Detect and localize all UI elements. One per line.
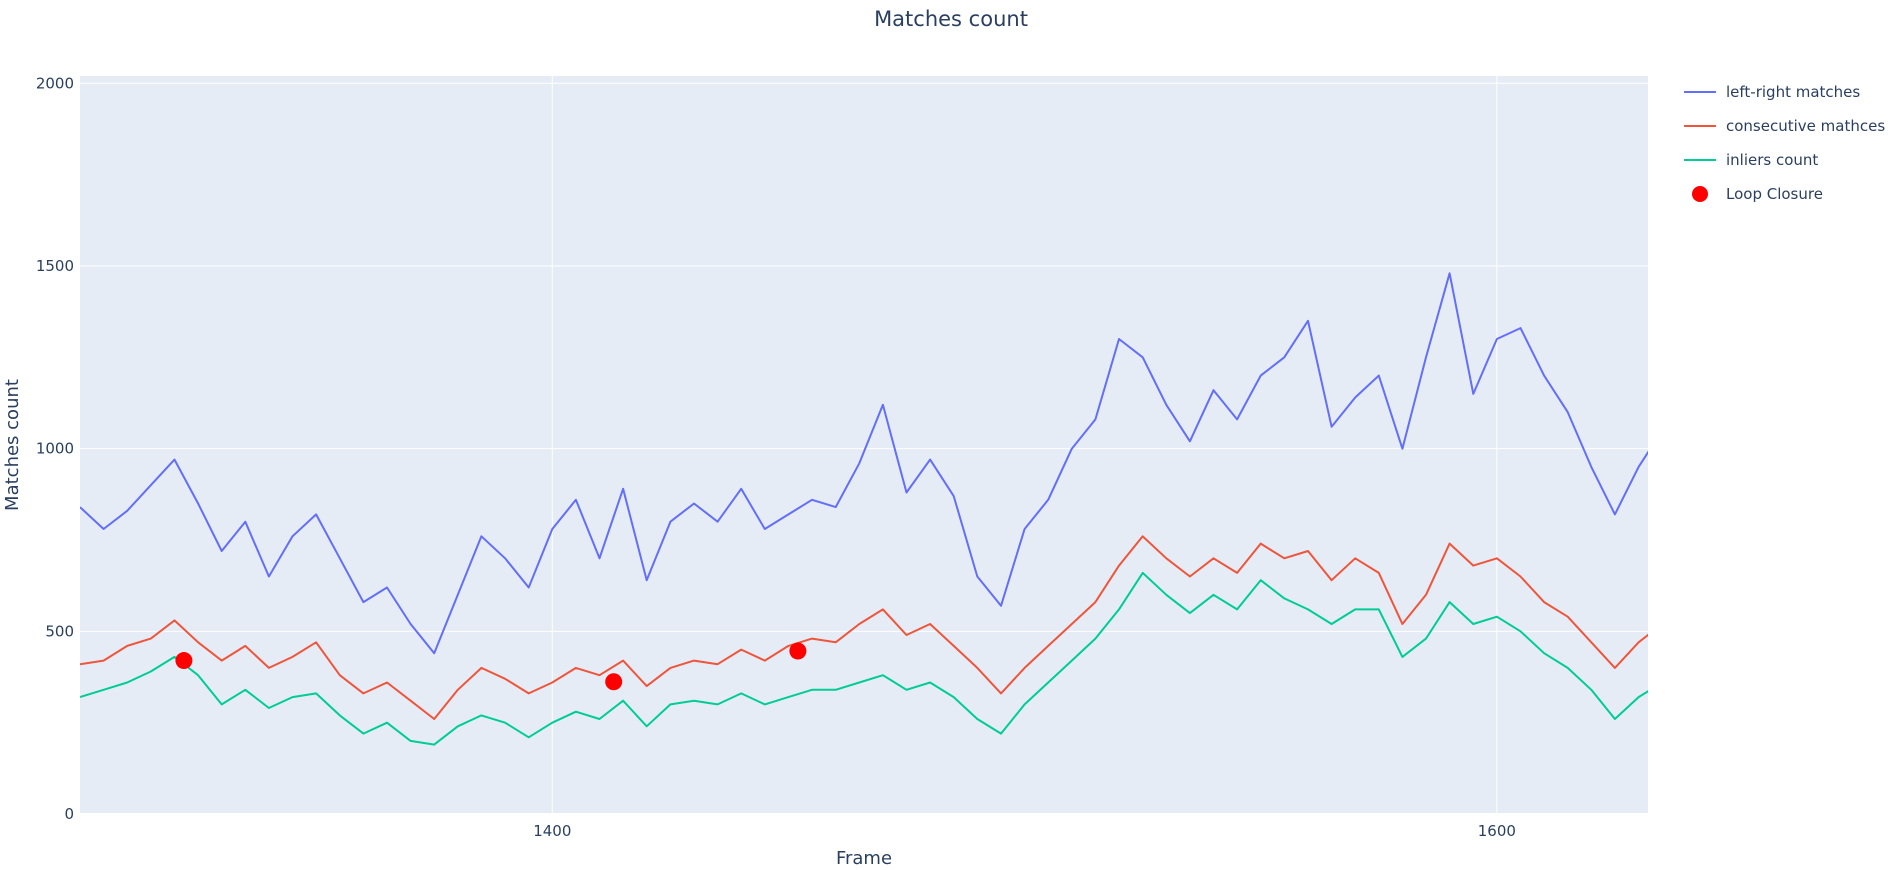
y-tick-label: 1500: [36, 257, 74, 275]
legend-label: left-right matches: [1726, 83, 1860, 101]
y-tick-label: 0: [64, 805, 74, 823]
tick-layer: 1400160018002000220024002600050010001500…: [36, 74, 1516, 840]
legend-item-0[interactable]: left-right matches: [1684, 83, 1860, 101]
chart-title: Matches count: [874, 7, 1028, 31]
loop-closure-marker: [789, 642, 807, 660]
loop-closure-marker: [605, 673, 623, 691]
legend-label: Loop Closure: [1726, 185, 1823, 203]
x-axis-title: Frame: [836, 848, 892, 869]
legend-swatch: [1692, 186, 1708, 202]
legend-item-3[interactable]: Loop Closure: [1692, 185, 1823, 203]
y-tick-label: 2000: [36, 74, 74, 92]
legend: left-right matches consecutive mathces inl…: [1684, 83, 1885, 203]
series-layer: [80, 272, 1648, 746]
y-tick-label: 1000: [36, 440, 74, 458]
legend-item-2[interactable]: inliers count: [1684, 151, 1818, 169]
y-axis-title: Matches count: [2, 379, 23, 511]
series-line-2: [80, 571, 1648, 746]
legend-label: consecutive mathces: [1726, 117, 1885, 135]
series-line-0: [80, 272, 1648, 655]
legend-item-1[interactable]: consecutive mathces: [1684, 117, 1885, 135]
x-tick-label: 1600: [1478, 822, 1516, 840]
plot-background: [80, 76, 1648, 814]
loop-closure-marker: [175, 652, 193, 670]
y-tick-label: 500: [45, 622, 74, 640]
legend-label: inliers count: [1726, 151, 1818, 169]
x-tick-label: 1400: [533, 822, 571, 840]
series-line-1: [80, 535, 1648, 720]
grid-layer: [80, 76, 1648, 815]
